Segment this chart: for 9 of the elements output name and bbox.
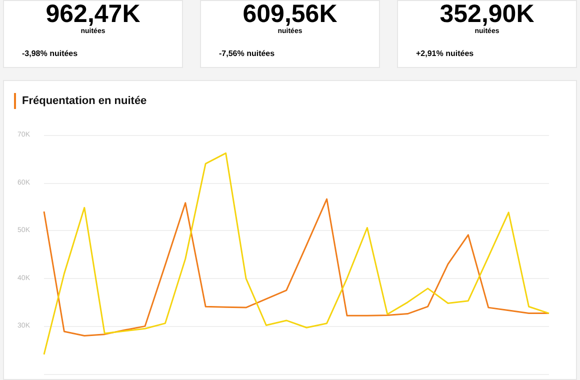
text: 609,56K [242, 0, 338, 28]
text: -7,56% nuitées [219, 49, 275, 58]
text: 352,90K [438, 0, 536, 28]
text: 962,47K [44, 0, 142, 28]
line-series [43, 152, 550, 356]
text: +2,91% nuitées [416, 49, 474, 58]
chart-title: Fréquentation en nuitée [22, 95, 147, 107]
line-series [43, 198, 550, 337]
text: -3,98% nuitées [22, 49, 78, 58]
